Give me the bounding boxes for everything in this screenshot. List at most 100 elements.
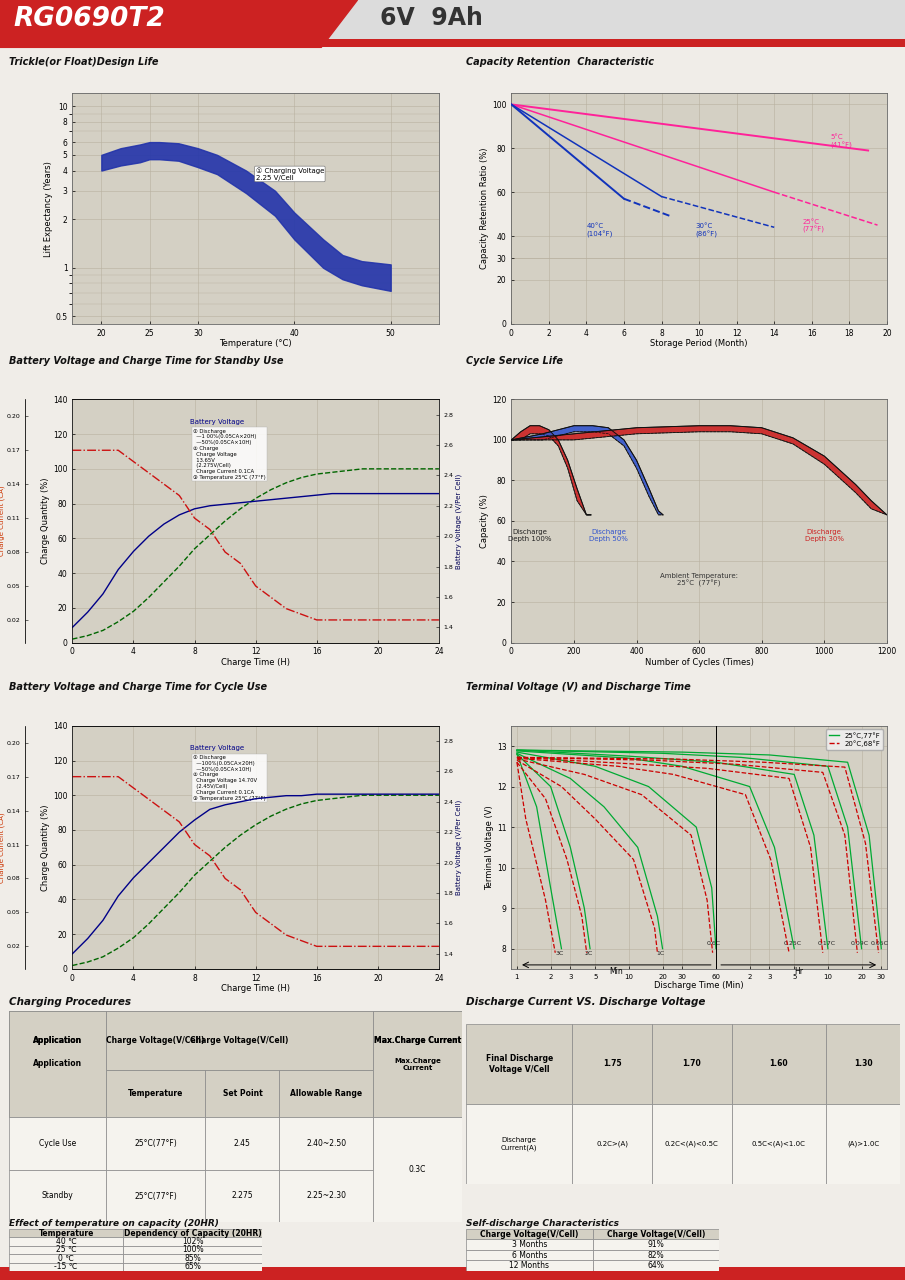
FancyBboxPatch shape bbox=[593, 1239, 719, 1249]
Text: Hr: Hr bbox=[794, 966, 803, 975]
Text: 85%: 85% bbox=[185, 1254, 201, 1263]
X-axis label: Number of Cycles (Times): Number of Cycles (Times) bbox=[644, 658, 754, 667]
FancyBboxPatch shape bbox=[572, 1103, 652, 1184]
Text: Discharge
Current(A): Discharge Current(A) bbox=[501, 1137, 538, 1151]
Text: 25°C(77°F): 25°C(77°F) bbox=[134, 1139, 177, 1148]
FancyBboxPatch shape bbox=[106, 1116, 205, 1170]
FancyBboxPatch shape bbox=[0, 1267, 905, 1280]
FancyBboxPatch shape bbox=[280, 1170, 374, 1222]
Text: 102%: 102% bbox=[182, 1236, 204, 1245]
Text: 0 ℃: 0 ℃ bbox=[58, 1254, 74, 1263]
FancyBboxPatch shape bbox=[374, 1011, 462, 1070]
Text: Discharge
Depth 100%: Discharge Depth 100% bbox=[509, 529, 552, 543]
Text: ① Discharge
  —1 00%(0.05CA×20H)
  —50%(0.05CA×10H)
② Charge
  Charge Voltage
  : ① Discharge —1 00%(0.05CA×20H) —50%(0.05… bbox=[194, 429, 266, 480]
Text: 64%: 64% bbox=[648, 1261, 664, 1270]
Text: Standby: Standby bbox=[42, 1192, 73, 1201]
Text: Battery Voltage and Charge Time for Cycle Use: Battery Voltage and Charge Time for Cycl… bbox=[9, 682, 267, 692]
Text: 82%: 82% bbox=[648, 1251, 664, 1260]
FancyBboxPatch shape bbox=[374, 1011, 462, 1070]
FancyBboxPatch shape bbox=[9, 1238, 123, 1245]
FancyBboxPatch shape bbox=[205, 1011, 280, 1070]
FancyBboxPatch shape bbox=[106, 1070, 205, 1116]
Text: ① Discharge
  —100%(0.05CA×20H)
  —50%(0.05CA×10H)
② Charge
  Charge Voltage 14.: ① Discharge —100%(0.05CA×20H) —50%(0.05C… bbox=[194, 755, 266, 800]
Text: 0.09C: 0.09C bbox=[851, 941, 869, 946]
Text: 1.75: 1.75 bbox=[603, 1060, 622, 1069]
Y-axis label: Charge Quantity (%): Charge Quantity (%) bbox=[42, 804, 51, 891]
Text: 3 Months: 3 Months bbox=[511, 1240, 548, 1249]
Y-axis label: Capacity Retention Ratio (%): Capacity Retention Ratio (%) bbox=[481, 148, 490, 269]
Text: 25°C(77°F): 25°C(77°F) bbox=[134, 1192, 177, 1201]
Text: Max.Charge
Current: Max.Charge Current bbox=[394, 1057, 441, 1070]
Text: 1.70: 1.70 bbox=[682, 1060, 701, 1069]
Text: Cycle Service Life: Cycle Service Life bbox=[466, 356, 563, 366]
Y-axis label: Terminal Voltage (V): Terminal Voltage (V) bbox=[485, 805, 494, 890]
Text: 2.275: 2.275 bbox=[232, 1192, 253, 1201]
FancyBboxPatch shape bbox=[374, 1011, 462, 1116]
FancyBboxPatch shape bbox=[205, 1116, 280, 1170]
Legend: 25°C,77°F, 20°C,68°F: 25°C,77°F, 20°C,68°F bbox=[826, 730, 883, 750]
Text: Self-discharge Characteristics: Self-discharge Characteristics bbox=[466, 1220, 619, 1229]
FancyBboxPatch shape bbox=[466, 1261, 593, 1271]
Text: 0.25C: 0.25C bbox=[784, 941, 802, 946]
FancyBboxPatch shape bbox=[9, 1262, 123, 1271]
Text: Battery Voltage and Charge Time for Standby Use: Battery Voltage and Charge Time for Stan… bbox=[9, 356, 283, 366]
FancyBboxPatch shape bbox=[652, 1103, 731, 1184]
Text: 0.3C: 0.3C bbox=[409, 1165, 426, 1174]
FancyBboxPatch shape bbox=[825, 1024, 900, 1103]
FancyBboxPatch shape bbox=[106, 1170, 205, 1222]
Text: Capacity Retention  Characteristic: Capacity Retention Characteristic bbox=[466, 58, 654, 68]
FancyBboxPatch shape bbox=[466, 1024, 572, 1103]
FancyBboxPatch shape bbox=[593, 1229, 719, 1239]
Text: 100%: 100% bbox=[182, 1245, 204, 1254]
Text: 2.25~2.30: 2.25~2.30 bbox=[307, 1192, 347, 1201]
Text: (A)>1.0C: (A)>1.0C bbox=[847, 1140, 879, 1147]
Text: ① Charging Voltage
2.25 V/Cell: ① Charging Voltage 2.25 V/Cell bbox=[256, 168, 324, 180]
FancyBboxPatch shape bbox=[731, 1024, 825, 1103]
Text: Trickle(or Float)Design Life: Trickle(or Float)Design Life bbox=[9, 58, 158, 68]
Text: Discharge
Depth 30%: Discharge Depth 30% bbox=[805, 529, 843, 543]
Text: Battery Voltage: Battery Voltage bbox=[190, 745, 243, 751]
Text: 6 Months: 6 Months bbox=[511, 1251, 548, 1260]
Text: 3C: 3C bbox=[556, 951, 564, 956]
Text: 1.60: 1.60 bbox=[769, 1060, 788, 1069]
Text: 1.30: 1.30 bbox=[853, 1060, 872, 1069]
Text: 40°C
(104°F): 40°C (104°F) bbox=[586, 223, 613, 238]
Text: Discharge
Depth 50%: Discharge Depth 50% bbox=[589, 529, 628, 543]
FancyBboxPatch shape bbox=[280, 1070, 374, 1116]
FancyBboxPatch shape bbox=[825, 1103, 900, 1184]
Text: 0.2C<(A)<0.5C: 0.2C<(A)<0.5C bbox=[665, 1140, 719, 1147]
Text: 2.45: 2.45 bbox=[234, 1139, 251, 1148]
FancyBboxPatch shape bbox=[9, 1170, 106, 1222]
FancyBboxPatch shape bbox=[466, 1249, 593, 1261]
PathPatch shape bbox=[511, 426, 887, 515]
FancyBboxPatch shape bbox=[374, 1070, 462, 1116]
Text: 0.2C>(A): 0.2C>(A) bbox=[596, 1140, 628, 1147]
FancyBboxPatch shape bbox=[593, 1249, 719, 1261]
Text: Set Point: Set Point bbox=[223, 1089, 262, 1098]
X-axis label: Charge Time (H): Charge Time (H) bbox=[221, 984, 291, 993]
Text: Effect of temperature on capacity (20HR): Effect of temperature on capacity (20HR) bbox=[9, 1220, 219, 1229]
FancyBboxPatch shape bbox=[572, 1024, 652, 1103]
Text: Ambient Temperature:
25°C  (77°F): Ambient Temperature: 25°C (77°F) bbox=[660, 573, 738, 588]
Y-axis label: Lift Expectancy (Years): Lift Expectancy (Years) bbox=[43, 161, 52, 256]
FancyBboxPatch shape bbox=[123, 1245, 262, 1254]
X-axis label: Storage Period (Month): Storage Period (Month) bbox=[651, 339, 748, 348]
FancyBboxPatch shape bbox=[652, 1024, 731, 1103]
Text: 6V  9Ah: 6V 9Ah bbox=[380, 6, 483, 29]
FancyBboxPatch shape bbox=[0, 38, 905, 47]
FancyBboxPatch shape bbox=[9, 1070, 106, 1116]
FancyBboxPatch shape bbox=[9, 1245, 123, 1254]
Text: Min: Min bbox=[610, 966, 624, 975]
Text: 40 ℃: 40 ℃ bbox=[56, 1236, 76, 1245]
FancyBboxPatch shape bbox=[374, 1116, 462, 1222]
Text: Charge Voltage(V/Cell): Charge Voltage(V/Cell) bbox=[607, 1230, 705, 1239]
Text: 5°C
(41°F): 5°C (41°F) bbox=[831, 134, 853, 148]
FancyBboxPatch shape bbox=[123, 1229, 262, 1238]
FancyBboxPatch shape bbox=[9, 1116, 106, 1170]
FancyBboxPatch shape bbox=[731, 1103, 825, 1184]
Text: Discharge Current VS. Discharge Voltage: Discharge Current VS. Discharge Voltage bbox=[466, 997, 706, 1007]
FancyBboxPatch shape bbox=[205, 1170, 280, 1222]
Text: -15 ℃: -15 ℃ bbox=[54, 1262, 78, 1271]
FancyBboxPatch shape bbox=[466, 1229, 593, 1239]
Text: 1C: 1C bbox=[656, 951, 664, 956]
